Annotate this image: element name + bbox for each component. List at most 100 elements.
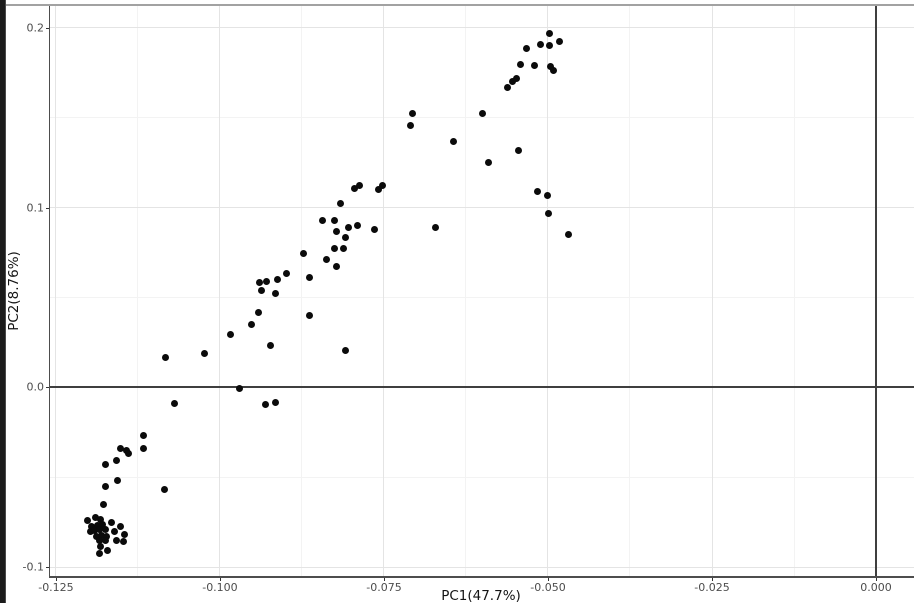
x-tick-label: 0.000 [860, 581, 892, 594]
data-point [101, 536, 109, 544]
major-gridline-x [383, 6, 385, 577]
data-point [91, 527, 99, 535]
data-point [93, 521, 101, 529]
data-point [545, 210, 553, 218]
minor-gridline-y [49, 476, 914, 478]
data-point [450, 138, 458, 146]
y-tick-label: -0.1 [22, 560, 44, 574]
x-tick-mark [547, 578, 549, 581]
data-point [161, 486, 169, 494]
data-point [555, 38, 563, 46]
data-point [114, 476, 122, 484]
data-point [273, 275, 281, 283]
x-tick-mark [876, 578, 877, 581]
window-edge-strip [0, 0, 5, 603]
x-axis-title: PC1(47.7%) [441, 588, 521, 603]
data-point [503, 84, 511, 92]
data-point [485, 158, 493, 166]
data-point [340, 244, 348, 252]
x-tick-label: -0.125 [38, 581, 74, 594]
data-point [266, 341, 274, 349]
window-edge-highlight [5, 0, 6, 603]
x-tick-label: -0.025 [694, 581, 730, 594]
y-axis-title-area: PC2(8.76%) [0, 0, 28, 603]
data-point [545, 42, 553, 50]
data-point [103, 547, 111, 555]
data-point [96, 549, 104, 557]
x-tick-mark [55, 578, 57, 581]
data-point [565, 231, 573, 239]
plot-panel [49, 6, 914, 577]
data-point [121, 530, 129, 538]
major-gridline-y [49, 207, 914, 209]
data-point [407, 122, 415, 130]
y-tick-label: 0.0 [26, 380, 45, 394]
data-point [95, 537, 103, 545]
data-point [282, 269, 290, 277]
minor-gridline-x [137, 6, 139, 577]
major-gridline-x [219, 6, 221, 577]
data-point [331, 217, 339, 225]
data-point [300, 249, 308, 257]
minor-gridline-x [301, 6, 303, 577]
data-point [543, 192, 551, 200]
data-point [124, 449, 132, 457]
zero-hline [49, 386, 914, 389]
minor-gridline-y [49, 117, 914, 119]
data-point [271, 399, 279, 407]
major-gridline-x [547, 6, 549, 577]
data-point [97, 515, 105, 523]
data-point [331, 245, 339, 253]
data-point [305, 311, 313, 319]
data-point [332, 263, 340, 271]
data-point [102, 532, 110, 540]
data-point [87, 522, 95, 530]
minor-gridline-x [793, 6, 795, 577]
data-point [102, 460, 110, 468]
data-point [117, 444, 125, 452]
data-point [257, 286, 265, 294]
data-point [513, 75, 520, 83]
x-tick-mark [219, 578, 221, 581]
data-point [355, 181, 363, 189]
data-point [162, 353, 169, 361]
data-point [99, 520, 107, 528]
data-point [409, 109, 417, 117]
data-point [379, 181, 387, 189]
data-point [305, 273, 313, 281]
data-point [140, 444, 148, 452]
y-tick-mark [46, 387, 49, 389]
data-point [112, 457, 120, 465]
y-tick-label: 0.2 [26, 21, 45, 35]
data-point [99, 501, 107, 509]
x-tick-label: -0.075 [366, 581, 402, 594]
major-gridline-x [711, 6, 713, 577]
data-point [431, 223, 439, 231]
major-gridline-x [55, 6, 57, 577]
y-tick-mark [46, 567, 49, 568]
data-point [342, 234, 350, 242]
data-point [170, 400, 178, 408]
x-tick-mark [383, 578, 385, 581]
data-point [200, 349, 208, 357]
zero-vline [875, 6, 877, 577]
data-point [333, 228, 341, 236]
data-point [116, 523, 124, 531]
pane-divider [6, 4, 914, 6]
minor-gridline-x [465, 6, 467, 577]
data-point [108, 519, 116, 527]
data-point [272, 290, 280, 298]
minor-gridline-x [629, 6, 631, 577]
data-point [533, 188, 541, 196]
data-point [120, 538, 128, 546]
data-point [261, 401, 269, 409]
y-axis-title: PC2(8.76%) [6, 251, 22, 331]
data-point [336, 199, 344, 207]
data-point [523, 45, 531, 53]
data-point [478, 109, 486, 117]
y-tick-mark [46, 27, 49, 29]
y-axis-line [49, 6, 50, 577]
data-point [514, 147, 522, 155]
x-axis-line [49, 576, 914, 578]
